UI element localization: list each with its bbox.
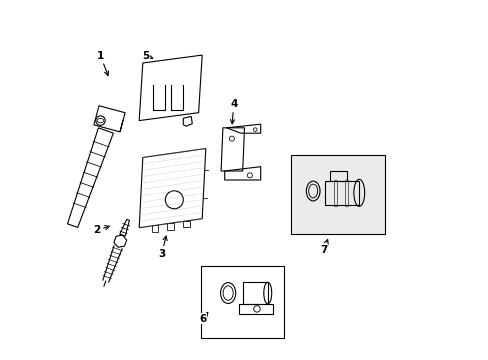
Text: 2: 2 — [93, 225, 109, 235]
Bar — [344, 180, 347, 206]
Bar — [291, 155, 384, 234]
Text: 4: 4 — [229, 99, 237, 124]
Bar — [325, 181, 359, 204]
Bar — [151, 225, 158, 232]
Bar — [242, 282, 267, 304]
Bar — [330, 171, 346, 181]
Text: 1: 1 — [97, 51, 108, 76]
Bar — [201, 266, 284, 338]
Bar — [183, 221, 189, 228]
Bar — [239, 304, 273, 314]
Text: 6: 6 — [199, 312, 207, 324]
Bar — [167, 223, 174, 230]
Bar — [333, 180, 336, 206]
Text: 3: 3 — [158, 236, 167, 259]
Text: 5: 5 — [142, 51, 152, 61]
Text: 7: 7 — [319, 239, 327, 255]
